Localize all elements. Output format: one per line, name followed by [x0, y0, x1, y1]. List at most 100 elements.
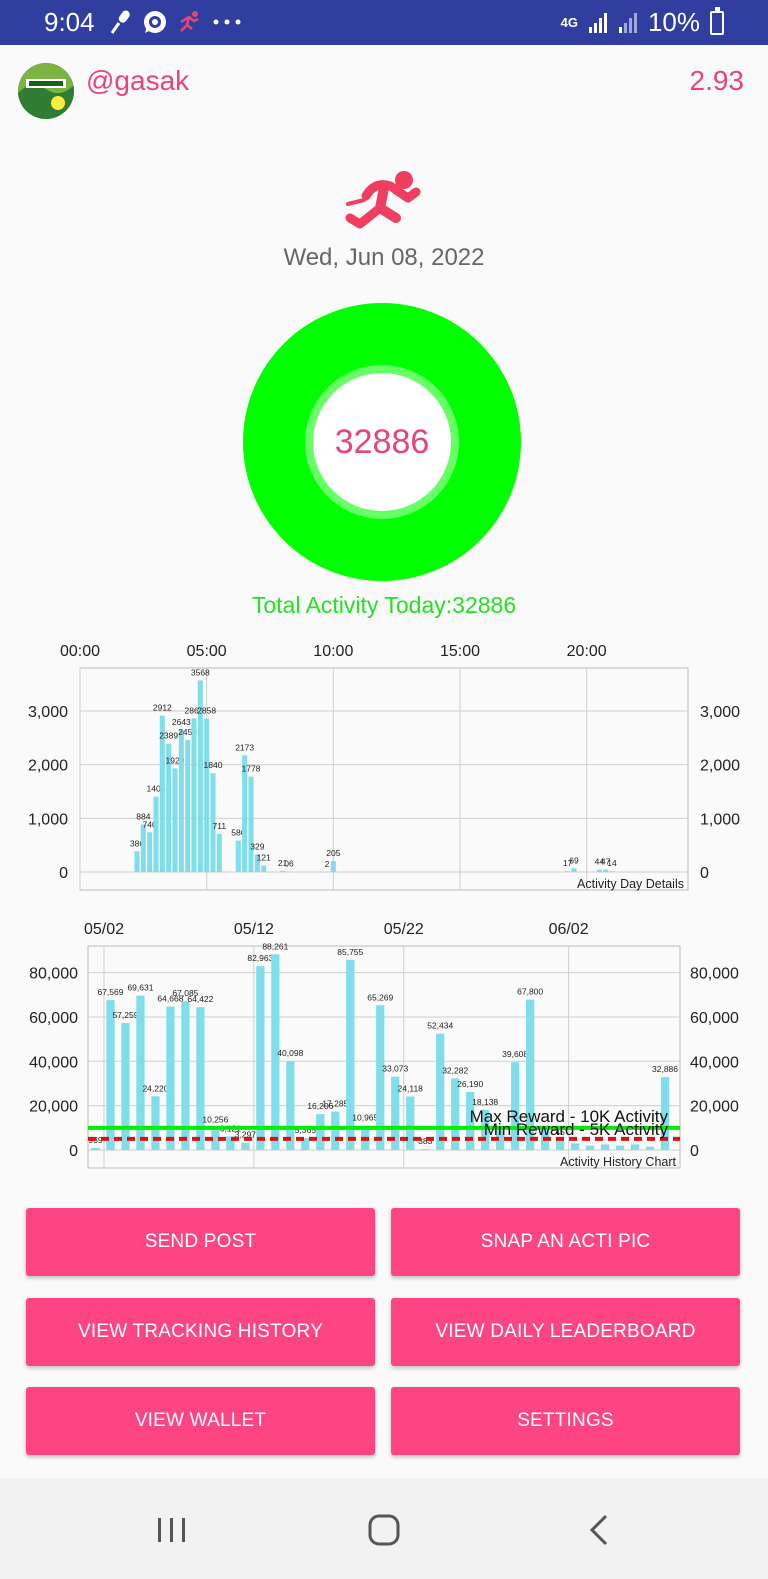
history-bar [166, 1006, 175, 1150]
snap-pic-button[interactable]: SNAP AN ACTI PIC [391, 1208, 740, 1276]
day-bar-label: 44 [595, 857, 605, 867]
history-bar-label: 64,668 [157, 994, 183, 1004]
day-bar [159, 715, 165, 872]
history-bar-label: 16,206 [307, 1101, 333, 1111]
total-activity-label: Total Activity Today:32886 [251, 592, 517, 618]
day-bar-label: 1840 [204, 760, 223, 770]
history-bar [391, 1076, 400, 1150]
day-bar-label: 711 [213, 821, 227, 831]
history-bar [570, 1143, 580, 1150]
history-bar-label: 45 [555, 1127, 565, 1137]
day-bar-label: 47 [601, 856, 611, 866]
day-bar [609, 871, 615, 872]
day-bar [204, 718, 210, 872]
network-type: 4G [560, 15, 578, 30]
view-tracking-history-button[interactable]: VIEW TRACKING HISTORY [26, 1298, 375, 1366]
history-bar-label: 64,422 [187, 994, 213, 1004]
day-bar-label: 2858 [197, 706, 216, 716]
more-dots-icon [213, 19, 241, 25]
notification-icons [108, 8, 242, 36]
day-bar [324, 871, 330, 873]
home-icon[interactable] [360, 1506, 408, 1554]
history-bar-label: 65,269 [367, 992, 393, 1002]
history-bar [555, 1140, 565, 1150]
day-bar [254, 854, 260, 872]
day-bar [147, 832, 153, 872]
avatar[interactable] [18, 63, 74, 119]
history-bar [226, 1136, 235, 1150]
day-bar-label: 3568 [191, 667, 210, 677]
y-tick-label-right: 40,000 [690, 1054, 739, 1071]
history-bar [466, 1091, 475, 1150]
day-bar [261, 865, 267, 872]
day-bar-label: 386 [130, 838, 144, 848]
day-bar [153, 796, 159, 872]
day-bar-label: 2 [325, 859, 330, 869]
x-tick-label: 05/02 [84, 921, 124, 938]
history-bar-label: 40,098 [277, 1048, 303, 1058]
recent-apps-icon[interactable] [148, 1506, 196, 1554]
day-bar-label: 1778 [242, 764, 261, 774]
day-bar [242, 755, 248, 872]
history-bar [660, 1077, 670, 1150]
y-tick-label-left: 2,000 [28, 758, 68, 775]
x-tick-label: 05:00 [187, 643, 227, 660]
reference-line-label: Min Reward - 5K Activity [484, 1120, 669, 1139]
history-bar [241, 1142, 250, 1150]
day-bar [197, 680, 203, 872]
history-bar-label: 52,434 [427, 1021, 453, 1031]
day-bar [603, 869, 609, 872]
back-icon[interactable] [576, 1506, 624, 1554]
settings-button[interactable]: SETTINGS [391, 1387, 740, 1455]
y-tick-label-right: 3,000 [700, 704, 740, 721]
history-bar [451, 1078, 460, 1150]
y-tick-label-right: 60,000 [690, 1010, 739, 1027]
profile-header: @gasak 2.93 [0, 45, 768, 130]
history-bar [496, 1130, 505, 1150]
history-bar [286, 1061, 295, 1150]
send-post-button[interactable]: SEND POST [26, 1208, 375, 1276]
day-bar-label: 2912 [153, 703, 172, 713]
history-bar [585, 1145, 595, 1150]
view-wallet-button[interactable]: VIEW WALLET [26, 1387, 375, 1455]
y-tick-label-left: 0 [59, 865, 68, 882]
y-tick-label-right: 0 [690, 1143, 699, 1160]
runner-notification-icon [180, 11, 199, 32]
day-bar [216, 833, 222, 872]
history-bar [91, 1147, 100, 1150]
day-bar [565, 871, 571, 872]
history-bar [406, 1096, 415, 1150]
username[interactable]: @gasak [86, 65, 190, 96]
battery-icon [710, 7, 724, 35]
y-tick-label-right: 2,000 [700, 758, 740, 775]
history-bar [121, 1023, 130, 1150]
status-bar: 9:04 4G 10% [0, 0, 768, 45]
day-bar [134, 851, 140, 872]
y-tick-label-left: 60,000 [29, 1010, 78, 1027]
history-bar [271, 954, 280, 1150]
day-bar [166, 743, 172, 872]
whatsapp-icon [144, 11, 166, 33]
y-tick-label-left: 80,000 [29, 966, 78, 983]
day-bar-label: 2389 [159, 731, 178, 741]
history-bar-label: 32,282 [442, 1065, 468, 1075]
day-bar-label: 329 [250, 841, 264, 851]
history-bar [421, 1149, 430, 1150]
history-bar-label: 10,965 [352, 1113, 378, 1123]
x-tick-label: 05/22 [384, 921, 424, 938]
x-tick-label: 06/02 [549, 921, 589, 938]
ring-value: 32886 [313, 373, 451, 511]
day-bar-label: 17 [563, 858, 573, 868]
history-bar [600, 1144, 610, 1150]
history-bar-label: 57,259 [112, 1010, 138, 1020]
history-bar [645, 1146, 655, 1150]
y-tick-label-left: 1,000 [28, 811, 68, 828]
signal-2-icon [618, 12, 637, 33]
history-bar [630, 1144, 640, 1150]
day-bar [235, 840, 241, 872]
day-bar [185, 739, 191, 872]
microphone-icon [110, 10, 130, 34]
history-bar-label: 18,138 [472, 1097, 498, 1107]
history-bar [106, 1000, 115, 1150]
view-daily-leaderboard-button[interactable]: VIEW DAILY LEADERBOARD [391, 1298, 740, 1366]
